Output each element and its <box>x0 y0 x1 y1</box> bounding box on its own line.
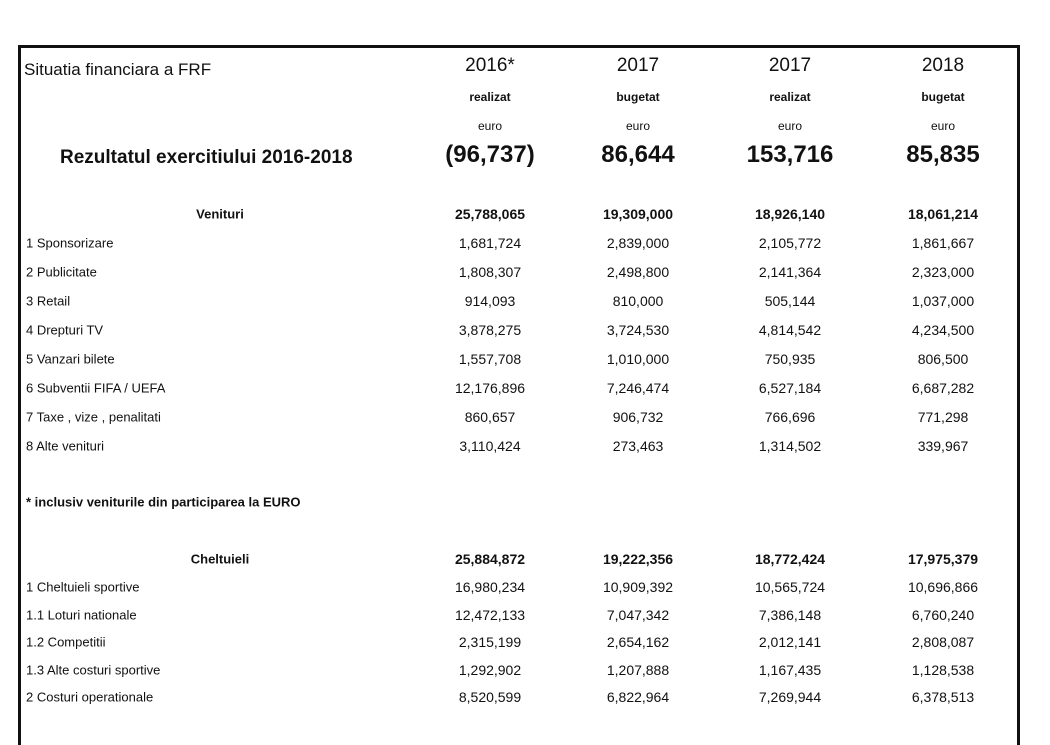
column-year: 2017 <box>616 55 660 76</box>
row-value: 6,760,240 <box>911 606 975 623</box>
row-value: 3,878,275 <box>458 322 522 338</box>
section-total: 19,222,356 <box>602 551 674 567</box>
row-value: 1,808,307 <box>458 264 522 280</box>
section-total: 25,788,065 <box>454 206 526 222</box>
row-value: 3,724,530 <box>606 322 670 338</box>
row-value: 1,292,902 <box>458 661 522 678</box>
row-label: 6 Subventii FIFA / UEFA <box>26 380 166 396</box>
row-value: 8,520,599 <box>458 689 522 705</box>
row-label: 1 Cheltuieli sportive <box>26 579 140 595</box>
section-total: 18,772,424 <box>754 551 826 567</box>
row-value: 6,527,184 <box>758 380 822 396</box>
column-status: bugetat <box>921 90 965 104</box>
row-value: 1,167,435 <box>758 661 822 678</box>
result-value: 153,716 <box>746 141 834 168</box>
row-value: 1,681,724 <box>458 235 522 251</box>
row-value: 7,269,944 <box>758 689 822 705</box>
result-label: Rezultatul exercitiului 2016-2018 <box>60 147 353 168</box>
row-value: 339,967 <box>917 438 969 454</box>
row-value: 4,234,500 <box>911 322 975 338</box>
row-value: 2,654,162 <box>606 634 670 650</box>
row-value: 906,732 <box>612 409 664 425</box>
row-value: 10,565,724 <box>754 579 826 595</box>
row-value: 2,105,772 <box>758 235 822 251</box>
row-label: 2 Publicitate <box>26 264 97 280</box>
section-label: Cheltuieli <box>190 551 250 567</box>
row-value: 1,861,667 <box>911 235 975 251</box>
page: (() => { const data = JSON.parse(documen… <box>18 45 1020 745</box>
column-status: bugetat <box>616 90 660 104</box>
row-label: 3 Retail <box>26 293 71 309</box>
section-total: 25,884,872 <box>454 551 526 567</box>
row-value: 750,935 <box>764 351 816 367</box>
row-value: 12,472,133 <box>454 606 526 623</box>
row-value: 914,093 <box>464 293 516 309</box>
document-frame <box>18 45 1020 745</box>
row-value: 2,323,000 <box>911 264 975 280</box>
row-label: 4 Drepturi TV <box>26 322 104 338</box>
row-value: 766,696 <box>764 409 816 425</box>
column-year: 2016* <box>465 55 515 76</box>
row-value: 7,047,342 <box>606 606 670 623</box>
section-total: 17,975,379 <box>907 551 979 567</box>
row-value: 1,037,000 <box>911 293 975 309</box>
column-unit: euro <box>777 119 803 133</box>
row-value: 1,207,888 <box>606 661 670 678</box>
row-value: 10,909,392 <box>602 579 674 595</box>
row-value: 6,822,964 <box>606 689 670 705</box>
row-value: 3,110,424 <box>459 438 521 454</box>
row-value: 810,000 <box>612 293 664 309</box>
row-label: 1 Sponsorizare <box>26 235 114 251</box>
row-label: 1.3 Alte costuri sportive <box>26 662 161 677</box>
row-label: 1.1 Loturi nationale <box>26 607 137 622</box>
row-label: 7 Taxe , vize , penalitati <box>26 409 161 425</box>
row-value: 1,128,538 <box>911 661 975 678</box>
row-value: 16,980,234 <box>454 579 526 595</box>
row-value: 1,314,502 <box>758 438 822 454</box>
row-label: 8 Alte venituri <box>26 438 105 454</box>
row-value: 10,696,866 <box>907 579 979 595</box>
row-value: 12,176,896 <box>454 380 526 396</box>
row-value: 505,144 <box>764 293 816 309</box>
row-value: 6,687,282 <box>911 380 975 396</box>
result-value: 85,835 <box>906 141 980 168</box>
footnote: * inclusiv veniturile din participarea l… <box>26 494 301 510</box>
section-label: Venituri <box>196 206 244 222</box>
row-value: 2,315,199 <box>458 634 522 650</box>
row-value: 2,012,141 <box>758 634 822 650</box>
row-label: 5 Vanzari bilete <box>26 351 115 367</box>
row-value: 2,808,087 <box>911 634 975 650</box>
row-value: 7,246,474 <box>606 380 670 396</box>
column-status: realizat <box>469 90 511 104</box>
row-value: 2,498,800 <box>606 264 670 280</box>
column-unit: euro <box>477 119 503 133</box>
row-value: 7,386,148 <box>758 606 822 623</box>
row-value: 2,141,364 <box>758 264 822 280</box>
column-year: 2017 <box>768 55 812 76</box>
column-year: 2018 <box>921 55 965 76</box>
row-value: 806,500 <box>917 351 969 367</box>
row-value: 6,378,513 <box>911 689 975 705</box>
row-value: 4,814,542 <box>758 322 822 338</box>
row-value: 2,839,000 <box>606 235 670 251</box>
row-value: 771,298 <box>917 409 969 425</box>
column-unit: euro <box>625 119 651 133</box>
title: Situatia financiara a FRF <box>24 60 212 79</box>
row-value: 1,557,708 <box>458 351 522 367</box>
section-total: 18,926,140 <box>754 206 826 222</box>
row-label: 2 Costuri operationale <box>26 689 154 705</box>
row-value: 1,010,000 <box>606 351 670 367</box>
section-total: 18,061,214 <box>907 206 979 222</box>
row-label: 1.2 Competitii <box>26 634 106 650</box>
result-value: 86,644 <box>601 141 675 168</box>
row-value: 860,657 <box>464 409 516 425</box>
row-value: 273,463 <box>612 438 664 454</box>
section-total: 19,309,000 <box>602 206 674 222</box>
column-status: realizat <box>769 90 811 104</box>
result-value: (96,737) <box>445 141 535 168</box>
column-unit: euro <box>930 119 956 133</box>
